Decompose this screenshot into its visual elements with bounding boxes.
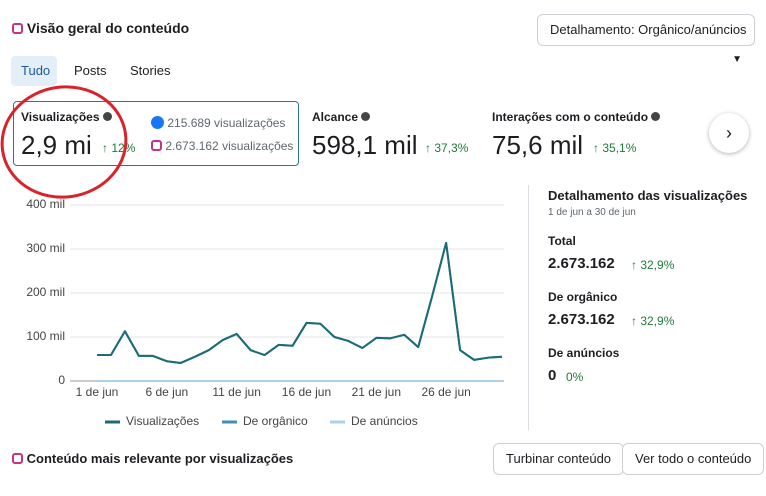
change: 32,9% xyxy=(640,314,675,328)
y-tick-label: 400 mil xyxy=(26,197,65,211)
item-label: De anúncios xyxy=(548,346,620,360)
item-change: 0% xyxy=(566,370,583,384)
text: Conteúdo mais relevante por visualizaçõe… xyxy=(26,451,294,466)
tab[interactable]: Posts xyxy=(74,63,107,78)
instagram-icon xyxy=(12,23,23,34)
panel-period: 1 de jun a 30 de jun xyxy=(548,207,636,218)
change: 35,1% xyxy=(602,141,637,155)
legend-label: Visualizações xyxy=(126,414,199,428)
x-tick-label: 16 de jun xyxy=(282,385,331,399)
legend-label: De orgânico xyxy=(243,414,308,428)
item-value: 2.673.162 xyxy=(548,255,615,272)
breakdown-dropdown[interactable]: Detalhamento: Orgânico/anúncios ▼ xyxy=(537,14,755,65)
button[interactable]: Ver todo o conteúdo xyxy=(622,443,765,475)
info-icon xyxy=(361,112,371,121)
metric-label: Alcance xyxy=(312,110,371,124)
info-icon xyxy=(651,112,661,121)
caret: ▼ xyxy=(732,54,742,65)
change: 37,3% xyxy=(434,141,469,155)
tab[interactable]: Tudo xyxy=(21,63,51,78)
item-label: Total xyxy=(548,234,576,248)
tab[interactable]: Stories xyxy=(130,63,171,78)
button[interactable]: Turbinar conteúdo xyxy=(493,443,625,475)
metric-value: 598,1 mil xyxy=(312,130,418,160)
divider xyxy=(528,185,529,430)
series-line xyxy=(97,241,503,364)
y-tick-label: 300 mil xyxy=(26,241,65,255)
instagram-count: 2.673.162 visualizações xyxy=(151,139,293,153)
footer-title: Conteúdo mais relevante por visualizaçõe… xyxy=(12,451,293,466)
x-tick-label: 6 de jun xyxy=(145,385,188,399)
x-tick-label: 21 de jun xyxy=(352,385,401,399)
x-tick-label: 1 de jun xyxy=(76,385,119,399)
change: 0% xyxy=(566,370,584,384)
change: 32,9% xyxy=(640,258,675,272)
y-tick-label: 0 xyxy=(58,373,65,387)
metric-change: ↑ 37,3% xyxy=(425,141,469,155)
legend-label: De anúncios xyxy=(351,414,418,428)
text: 215.689 visualizações xyxy=(167,116,286,130)
header: Visão geral do conteúdo xyxy=(12,20,189,36)
item-change: ↑ 32,9% xyxy=(631,258,675,272)
panel-title: Detalhamento das visualizações xyxy=(548,188,748,203)
dropdown-label: Detalhamento: Orgânico/anúncios xyxy=(550,22,747,37)
metric-change: ↑ 35,1% xyxy=(593,141,637,155)
item-change: ↑ 32,9% xyxy=(631,314,675,328)
text: 2.673.162 visualizações xyxy=(165,139,294,153)
facebook-count: 215.689 visualizações xyxy=(151,116,285,130)
title: Visão geral do conteúdo xyxy=(26,20,190,36)
metric-value: 75,6 mil xyxy=(492,130,584,160)
label: Interações com o conteúdo xyxy=(492,110,649,124)
metric-label: Interações com o conteúdo xyxy=(492,110,661,124)
item-value: 0 xyxy=(548,367,557,384)
next-button[interactable]: › xyxy=(709,113,749,153)
x-tick-label: 11 de jun xyxy=(212,385,261,399)
label: Alcance xyxy=(312,110,359,124)
y-tick-label: 200 mil xyxy=(26,285,65,299)
tab-active-bg xyxy=(11,56,57,86)
y-tick-label: 100 mil xyxy=(26,329,65,343)
item-label: De orgânico xyxy=(548,290,618,304)
instagram-icon xyxy=(12,453,23,464)
chart: 0 100 mil 200 mil 300 mil 400 mil 1 de jun 6 d… xyxy=(26,197,504,428)
x-tick-label: 26 de jun xyxy=(421,385,470,399)
facebook-icon xyxy=(151,116,164,129)
item-value: 2.673.162 xyxy=(548,311,615,328)
instagram-icon xyxy=(151,140,162,151)
